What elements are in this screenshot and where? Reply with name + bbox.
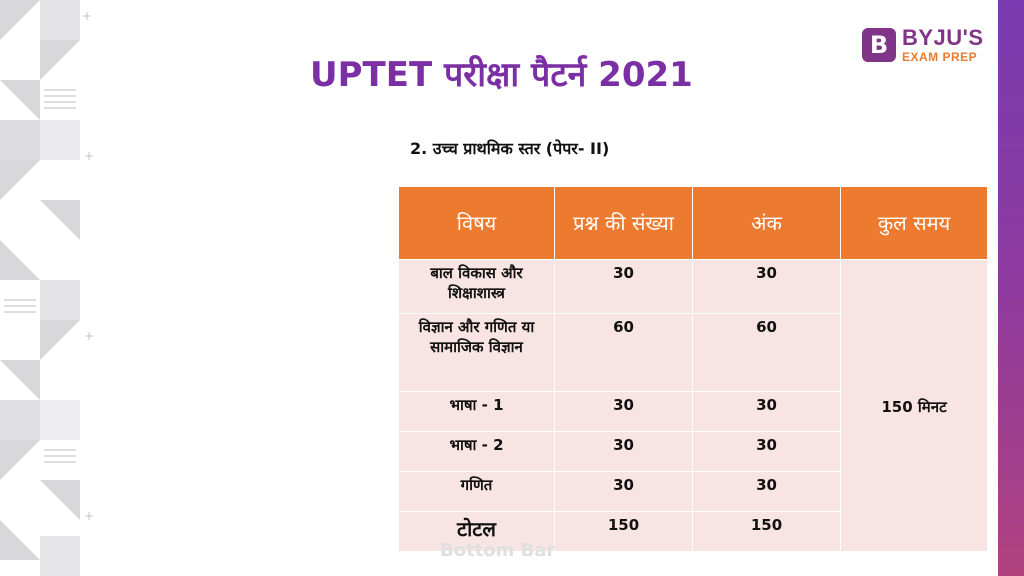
total-questions-cell: 150 [554, 511, 693, 552]
logo-brand: BYJU'S [902, 25, 984, 50]
marks-cell: 30 [692, 431, 841, 472]
marks-cell: 30 [692, 471, 841, 512]
total-time-cell: 150 मिनट [840, 259, 988, 552]
subject-cell: बाल विकास और शिक्षाशास्त्र [398, 259, 555, 314]
left-decorative-pattern: + + + + [0, 0, 100, 576]
right-accent-bar [998, 0, 1024, 576]
marks-cell: 60 [692, 313, 841, 392]
questions-cell: 30 [554, 431, 693, 472]
header-total-time: कुल समय [840, 186, 988, 260]
slide-subtitle: 2. उच्च प्राथमिक स्तर (पेपर- II) [410, 139, 610, 158]
svg-text:+: + [84, 329, 94, 343]
table-header-row: विषय प्रश्न की संख्या अंक कुल समय [398, 186, 988, 260]
total-marks-cell: 150 [692, 511, 841, 552]
logo-subtitle: EXAM PREP [902, 50, 978, 64]
slide-title: UPTET परीक्षा पैटर्न 2021 [310, 55, 693, 95]
subject-cell: भाषा - 1 [398, 391, 555, 432]
questions-cell: 30 [554, 259, 693, 314]
logo-text: BYJU'S EXAM PREP [902, 25, 984, 64]
subject-cell: विज्ञान और गणित या सामाजिक विज्ञान [398, 313, 555, 392]
marks-cell: 30 [692, 391, 841, 432]
exam-pattern-table: विषय प्रश्न की संख्या अंक कुल समय बाल वि… [398, 186, 988, 552]
questions-cell: 60 [554, 313, 693, 392]
marks-cell: 30 [692, 259, 841, 314]
table-row: विज्ञान और गणित या सामाजिक विज्ञान 60 60 [398, 313, 988, 392]
svg-text:+: + [84, 509, 94, 523]
header-subject: विषय [398, 186, 555, 260]
questions-cell: 30 [554, 471, 693, 512]
svg-text:+: + [84, 149, 94, 163]
header-marks: अंक [692, 186, 841, 260]
table-total-row: टोटल 150 150 [398, 511, 988, 552]
total-label: टोटल [457, 517, 496, 541]
table-row: बाल विकास और शिक्षाशास्त्र 30 30 150 मिन… [398, 259, 988, 552]
questions-cell: 30 [554, 391, 693, 432]
byjus-logo-mark: B [862, 28, 896, 62]
subject-cell: गणित [398, 471, 555, 512]
subject-cell: भाषा - 2 [398, 431, 555, 472]
svg-text:+: + [82, 9, 92, 23]
table-row: भाषा - 2 30 30 [398, 431, 988, 472]
header-questions: प्रश्न की संख्या [554, 186, 693, 260]
watermark-text: Bottom Bar [440, 540, 556, 561]
byjus-logo: B BYJU'S EXAM PREP [862, 24, 994, 66]
